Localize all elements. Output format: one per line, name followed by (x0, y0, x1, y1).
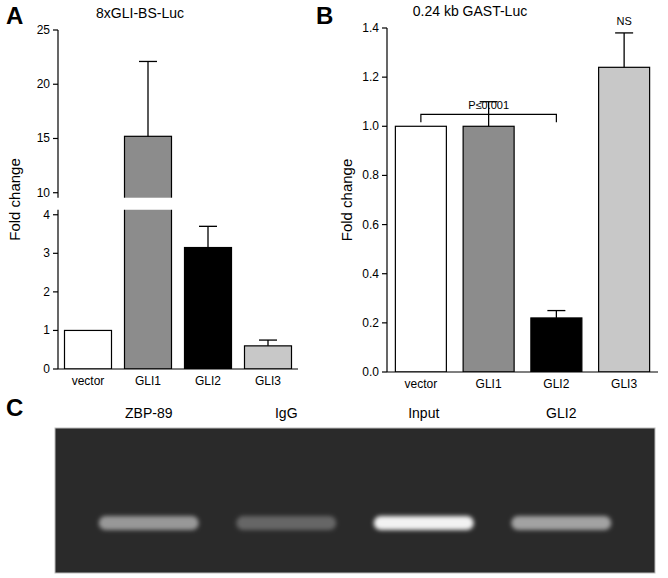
error-cap (199, 226, 217, 227)
y-tick-label: 1.4 (362, 21, 379, 35)
y-axis-line (386, 28, 387, 372)
y-tick-label: 1.2 (362, 70, 379, 84)
lane-label: GLI2 (546, 405, 577, 421)
y-tick-label: 0.8 (362, 168, 379, 182)
y-tick-label: 15 (37, 131, 51, 145)
chart-title: 8xGLI-BS-Luc (96, 5, 184, 21)
y-axis-label: Fold change (6, 158, 23, 241)
gel-band (374, 516, 474, 530)
y-tick (382, 371, 387, 372)
x-tick-label: GLI1 (135, 374, 161, 388)
error-bar (615, 33, 633, 67)
y-tick-label: 2 (43, 285, 50, 299)
bar-panel: B 0.24 kb GAST-Luc Fold change 0.0 0.2 0.4 0.6… (316, 2, 658, 391)
x-tick-label: GLI1 (476, 377, 502, 391)
error-bar (139, 61, 157, 136)
y-tick (382, 27, 387, 28)
y-tick (53, 214, 58, 215)
y-tick (382, 322, 387, 323)
error-cap (547, 310, 565, 311)
error-stem (267, 340, 268, 346)
y-axis-label: Fold change (338, 159, 355, 242)
y-tick-label: 0 (43, 362, 50, 376)
error-cap (615, 32, 633, 33)
error-stem (147, 61, 148, 136)
y-tick-label: 0.6 (362, 218, 379, 232)
error-cap (259, 339, 277, 340)
y-tick-label: 10 (37, 186, 51, 200)
y-tick (53, 138, 58, 139)
lane-label: IgG (275, 405, 298, 421)
x-tick-label: GLI3 (611, 377, 637, 391)
annotation: NS (616, 15, 631, 27)
axis-break (54, 198, 302, 210)
gel-band (511, 516, 611, 530)
bar-panel: A 8xGLI-BS-Luc Fold change 0 1 2 3 4 10 15 20 25 vec… (6, 2, 302, 388)
marks (395, 33, 649, 372)
panel-letter: C (6, 394, 23, 421)
x-tick-label: vector (405, 377, 438, 391)
x-axis-line (387, 371, 658, 372)
error-stem (207, 226, 208, 247)
gel-panel: C ZBP-89 IgG Input GLI2 (6, 394, 655, 573)
bar (245, 346, 292, 369)
y-tick (53, 192, 58, 193)
y-tick (382, 77, 387, 78)
error-bar (199, 226, 217, 247)
y-tick-label: 3 (43, 246, 50, 260)
bar (599, 67, 650, 372)
gel-image (55, 428, 655, 573)
y-tick-label: 0.0 (362, 365, 379, 379)
significance-bracket (421, 114, 557, 122)
bar (463, 126, 514, 372)
y-tick (53, 84, 58, 85)
error-stem (623, 33, 624, 67)
y-tick-label: 0.4 (362, 267, 379, 281)
bar (531, 318, 582, 372)
y-tick (382, 175, 387, 176)
y-tick-label: 0.2 (362, 316, 379, 330)
lane-label: Input (408, 405, 439, 421)
error-bar (259, 340, 277, 346)
y-tick (53, 330, 58, 331)
lane-label: ZBP-89 (125, 405, 173, 421)
y-tick (53, 291, 58, 292)
y-tick-label: 25 (37, 23, 51, 37)
figure: A 8xGLI-BS-Luc Fold change 0 1 2 3 4 10 15 20 25 vec… (0, 0, 668, 578)
y-tick (53, 368, 58, 369)
x-axis-line (58, 368, 298, 369)
panel-letter: B (316, 2, 333, 29)
y-tick (382, 224, 387, 225)
x-tick-label: GLI2 (195, 374, 221, 388)
y-tick-label: 4 (43, 208, 50, 222)
error-cap (139, 61, 157, 62)
error-stem (556, 311, 557, 318)
y-axis-line (57, 210, 58, 369)
y-tick-label: 1.0 (362, 119, 379, 133)
y-axis-line (57, 30, 58, 198)
bar (395, 126, 446, 372)
y-tick-label: 20 (37, 77, 51, 91)
bar (125, 136, 172, 369)
annotation: P≤0.001 (468, 99, 509, 111)
y-tick (53, 29, 58, 30)
error-bar (547, 311, 565, 318)
y-tick (382, 126, 387, 127)
panel-letter: A (6, 2, 23, 29)
x-tick-label: vector (72, 374, 105, 388)
bar (185, 248, 232, 369)
gel-band (236, 516, 336, 530)
marks (65, 61, 292, 369)
y-tick (382, 273, 387, 274)
y-tick (53, 253, 58, 254)
y-tick-label: 1 (43, 323, 50, 337)
gel-band (99, 516, 199, 530)
x-tick-label: GLI3 (255, 374, 281, 388)
bar (65, 330, 112, 369)
chart-title: 0.24 kb GAST-Luc (413, 3, 527, 19)
x-tick-label: GLI2 (543, 377, 569, 391)
